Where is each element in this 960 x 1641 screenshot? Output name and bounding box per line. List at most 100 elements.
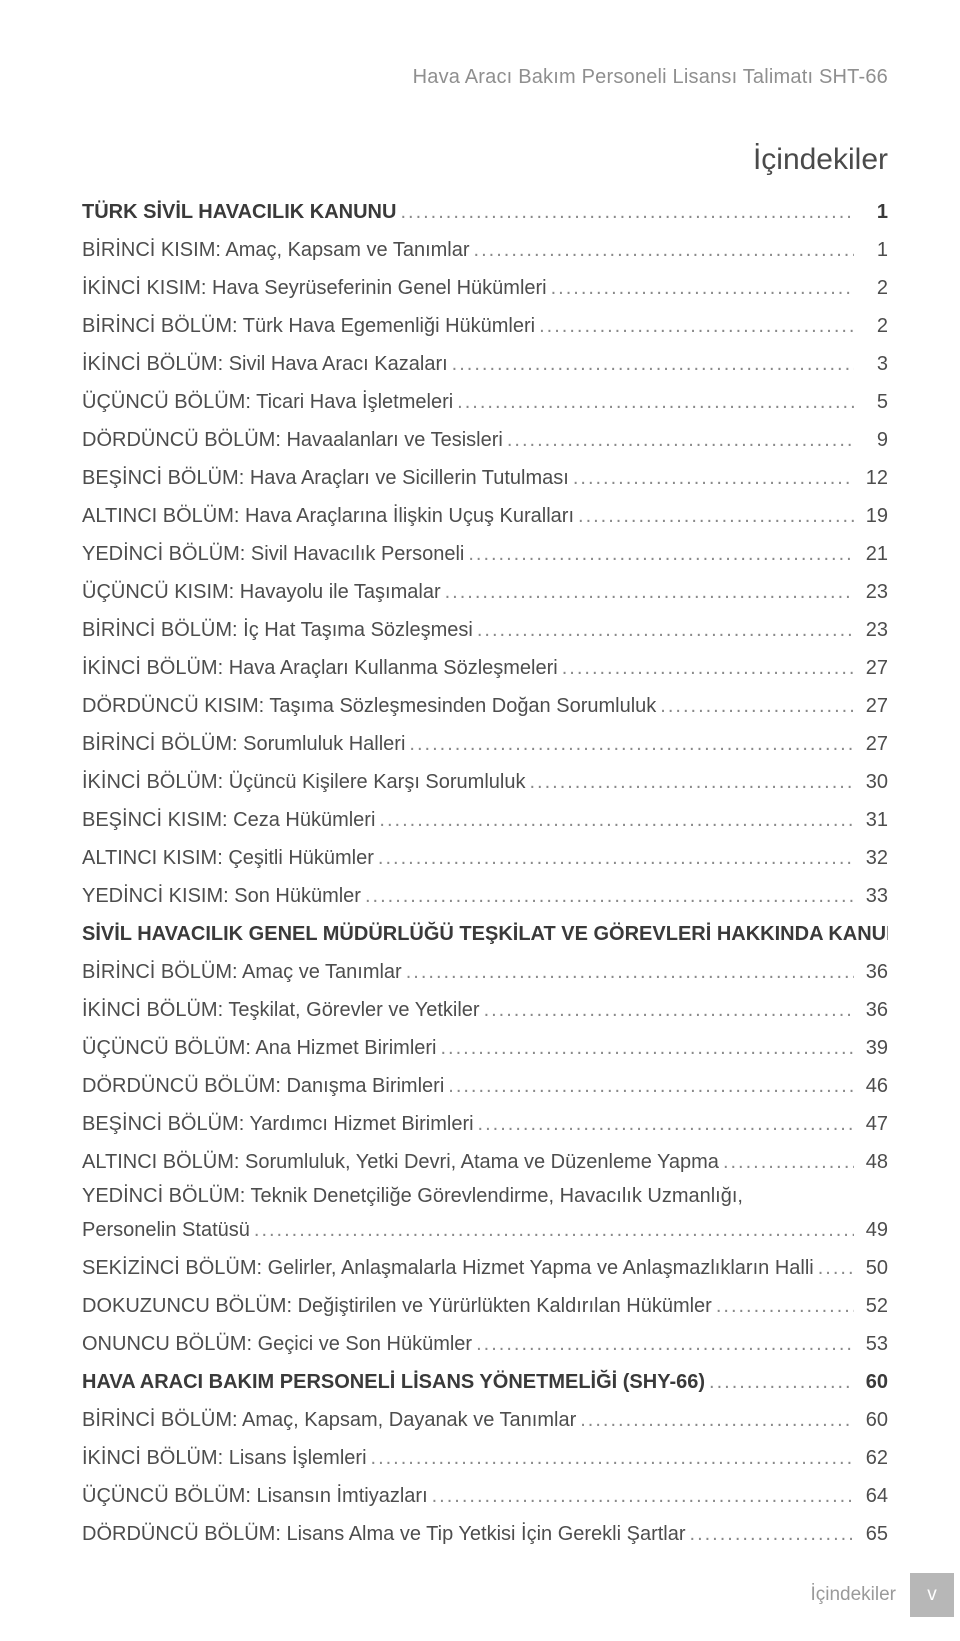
toc-leader: [709, 1363, 854, 1401]
toc-row: İKİNCİ BÖLÜM: Üçüncü Kişilere Karşı Soru…: [82, 763, 888, 801]
toc-entry-label: BİRİNCİ BÖLÜM: Sorumluluk Halleri: [82, 725, 405, 763]
toc-leader: [371, 1439, 854, 1477]
toc-leader: [507, 421, 854, 459]
toc-row: BİRİNCİ BÖLÜM: Amaç ve Tanımlar36: [82, 953, 888, 991]
toc-entry-label: BİRİNCİ BÖLÜM: İç Hat Taşıma Sözleşmesi: [82, 611, 473, 649]
toc-row: ÜÇÜNCÜ BÖLÜM: Ana Hizmet Birimleri 39: [82, 1029, 888, 1067]
running-header: Hava Aracı Bakım Personeli Lisansı Talim…: [82, 66, 888, 89]
toc-row: SEKİZİNCİ BÖLÜM: Gelirler, Anlaşmalarla …: [82, 1249, 888, 1287]
toc-leader: [562, 649, 854, 687]
toc-row: ONUNCU BÖLÜM: Geçici ve Son Hükümler53: [82, 1325, 888, 1363]
toc-entry-label: İKİNCİ BÖLÜM: Teşkilat, Görevler ve Yetk…: [82, 991, 480, 1029]
toc-leader: [445, 573, 854, 611]
toc-entry-label: İKİNCİ BÖLÜM: Hava Araçları Kullanma Söz…: [82, 649, 558, 687]
toc-row: İKİNCİ BÖLÜM: Lisans İşlemleri62: [82, 1439, 888, 1477]
toc-entry-page: 39: [858, 1029, 888, 1067]
toc-row: ALTINCI BÖLÜM: Sorumluluk, Yetki Devri, …: [82, 1143, 888, 1181]
toc-leader: [448, 1067, 854, 1105]
toc-leader: [468, 535, 854, 573]
toc-entry-label: DOKUZUNCU BÖLÜM: Değiştirilen ve Yürürlü…: [82, 1287, 712, 1325]
toc-entry-page: 36: [858, 991, 888, 1029]
toc-entry-label: ÜÇÜNCÜ BÖLÜM: Ticari Hava İşletmeleri: [82, 383, 453, 421]
toc-entry-page: 12: [858, 459, 888, 497]
toc-row: İKİNCİ KISIM: Hava Seyrüseferinin Genel …: [82, 269, 888, 307]
toc-leader: [400, 193, 854, 231]
toc-entry-page: 3: [858, 345, 888, 383]
toc-leader: [578, 497, 854, 535]
toc-entry-label: TÜRK SİVİL HAVACILIK KANUNU: [82, 193, 396, 231]
toc-row: YEDİNCİ KISIM: Son Hükümler 33: [82, 877, 888, 915]
toc-leader: [529, 763, 854, 801]
toc-row: BİRİNCİ BÖLÜM: İç Hat Taşıma Sözleşmesi2…: [82, 611, 888, 649]
toc-entry-label: YEDİNCİ KISIM: Son Hükümler: [82, 877, 361, 915]
toc-entry-page: 5: [858, 383, 888, 421]
toc-entry-label: ALTINCI KISIM: Çeşitli Hükümler: [82, 839, 374, 877]
toc-row: BEŞİNCİ KISIM: Ceza Hükümleri31: [82, 801, 888, 839]
toc-entry-page: 30: [858, 763, 888, 801]
toc-entry-label: ÜÇÜNCÜ BÖLÜM: Lisansın İmtiyazları: [82, 1477, 428, 1515]
toc-entry-page: 2: [858, 307, 888, 345]
toc-entry-page: 2: [858, 269, 888, 307]
toc-leader: [378, 839, 854, 877]
toc-row: HAVA ARACI BAKIM PERSONELİ LİSANS YÖNETM…: [82, 1363, 888, 1401]
toc-leader: [484, 991, 854, 1029]
toc-entry-page: 65: [858, 1515, 888, 1553]
toc-entry-label: ALTINCI BÖLÜM: Sorumluluk, Yetki Devri, …: [82, 1143, 719, 1181]
footer-label: İçindekiler: [810, 1584, 896, 1606]
toc-entry-label: ÜÇÜNCÜ KISIM: Havayolu ile Taşımalar: [82, 573, 441, 611]
toc-entry-page: 32: [858, 839, 888, 877]
toc-entry-label: BEŞİNCİ KISIM: Ceza Hükümleri: [82, 801, 375, 839]
toc-row: DÖRDÜNCÜ BÖLÜM: Danışma Birimleri46: [82, 1067, 888, 1105]
toc-entry-label: İKİNCİ BÖLÜM: Üçüncü Kişilere Karşı Soru…: [82, 763, 525, 801]
toc-entry-label: BİRİNCİ BÖLÜM: Türk Hava Egemenliği Hükü…: [82, 307, 535, 345]
footer-page-number: v: [910, 1573, 954, 1617]
toc-leader: [254, 1211, 854, 1249]
toc-entry-page: 27: [858, 725, 888, 763]
toc-entry-label: YEDİNCİ BÖLÜM: Sivil Havacılık Personeli: [82, 535, 464, 573]
toc-entry-page: 19: [858, 497, 888, 535]
toc-entry-label: BİRİNCİ KISIM: Amaç, Kapsam ve Tanımlar: [82, 231, 470, 269]
toc-entry-label: İKİNCİ KISIM: Hava Seyrüseferinin Genel …: [82, 269, 547, 307]
toc-row: DÖRDÜNCÜ BÖLÜM: Havaalanları ve Tesisler…: [82, 421, 888, 459]
toc-row: İKİNCİ BÖLÜM: Teşkilat, Görevler ve Yetk…: [82, 991, 888, 1029]
toc-row: İKİNCİ BÖLÜM: Sivil Hava Aracı Kazaları 3: [82, 345, 888, 383]
toc-entry-page: 23: [858, 573, 888, 611]
toc-entry-page: 60: [858, 1401, 888, 1439]
footer: İçindekiler v: [810, 1573, 954, 1617]
toc-entry-page: 50: [858, 1249, 888, 1287]
toc-leader: [573, 459, 854, 497]
toc-entry-page: 47: [858, 1105, 888, 1143]
toc-leader: [409, 725, 854, 763]
toc-leader: [477, 611, 854, 649]
toc-leader: [551, 269, 854, 307]
toc-entry-page: 33: [858, 877, 888, 915]
toc-leader: [379, 801, 854, 839]
toc-entry-page: 62: [858, 1439, 888, 1477]
toc-row: BİRİNCİ BÖLÜM: Amaç, Kapsam, Dayanak ve …: [82, 1401, 888, 1439]
toc-row: ÜÇÜNCÜ BÖLÜM: Lisansın İmtiyazları 64: [82, 1477, 888, 1515]
toc-row: DÖRDÜNCÜ KISIM: Taşıma Sözleşmesinden Do…: [82, 687, 888, 725]
toc-leader: [441, 1029, 855, 1067]
toc-leader: [580, 1401, 854, 1439]
toc-entry-page: 64: [858, 1477, 888, 1515]
toc-entry-label: BEŞİNCİ BÖLÜM: Yardımcı Hizmet Birimleri: [82, 1105, 474, 1143]
toc-row: ALTINCI BÖLÜM: Hava Araçlarına İlişkin U…: [82, 497, 888, 535]
toc-entry-label: DÖRDÜNCÜ BÖLÜM: Danışma Birimleri: [82, 1067, 444, 1105]
toc-entry-page: 1: [858, 231, 888, 269]
toc-entry-label: ÜÇÜNCÜ BÖLÜM: Ana Hizmet Birimleri: [82, 1029, 437, 1067]
toc-entry-label: BİRİNCİ BÖLÜM: Amaç ve Tanımlar: [82, 953, 402, 991]
toc-row: SİVİL HAVACILIK GENEL MÜDÜRLÜĞÜ TEŞKİLAT…: [82, 915, 888, 953]
toc-leader: [457, 383, 854, 421]
toc-entry-page: 21: [858, 535, 888, 573]
toc-row: ÜÇÜNCÜ KISIM: Havayolu ile Taşımalar 23: [82, 573, 888, 611]
toc-row: BEŞİNCİ BÖLÜM: Yardımcı Hizmet Birimleri…: [82, 1105, 888, 1143]
toc-entry-label: İKİNCİ BÖLÜM: Sivil Hava Aracı Kazaları: [82, 345, 448, 383]
toc-row: ALTINCI KISIM: Çeşitli Hükümler 32: [82, 839, 888, 877]
toc-row: DÖRDÜNCÜ BÖLÜM: Lisans Alma ve Tip Yetki…: [82, 1515, 888, 1553]
toc-row: BİRİNCİ KISIM: Amaç, Kapsam ve Tanımlar 1: [82, 231, 888, 269]
toc-row: DOKUZUNCU BÖLÜM: Değiştirilen ve Yürürlü…: [82, 1287, 888, 1325]
toc-leader: [365, 877, 854, 915]
toc-entry-label: DÖRDÜNCÜ BÖLÜM: Lisans Alma ve Tip Yetki…: [82, 1515, 686, 1553]
toc-row: YEDİNCİ BÖLÜM: Teknik Denetçiliğe Görevl…: [82, 1181, 888, 1211]
toc-leader: [474, 231, 854, 269]
